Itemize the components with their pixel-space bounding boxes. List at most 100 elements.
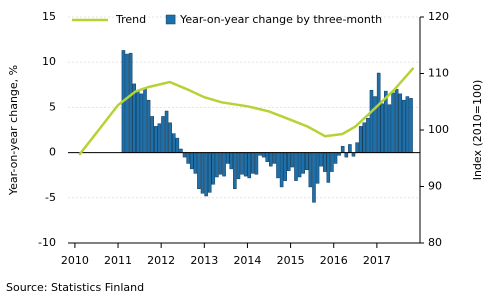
bar <box>164 110 169 153</box>
bar <box>204 152 208 197</box>
x-tick-label: 2015 <box>277 254 305 267</box>
bar <box>297 152 302 178</box>
bar <box>269 152 273 167</box>
bar <box>150 116 154 153</box>
bar <box>236 152 241 180</box>
bar <box>387 104 392 153</box>
bar <box>233 152 237 190</box>
x-tick-label: 2011 <box>104 254 132 267</box>
x-tick-label: 2012 <box>147 254 175 267</box>
bar <box>373 96 377 153</box>
bar <box>380 103 385 153</box>
bar <box>294 152 298 181</box>
bar <box>409 98 413 153</box>
bar <box>128 52 133 153</box>
bar <box>247 152 252 179</box>
y-tick-label: 5 <box>49 100 56 113</box>
bar <box>301 152 305 174</box>
bar <box>193 152 198 174</box>
source: Source: Statistics Finland <box>6 281 144 294</box>
y-tick-label: 10 <box>42 55 56 68</box>
bar <box>182 152 187 158</box>
x-tick-label: 2017 <box>363 254 391 267</box>
bar <box>279 152 284 188</box>
y2-tick-label: 80 <box>428 236 442 249</box>
y-tick-label: 15 <box>42 10 56 23</box>
y2-tick-label: 120 <box>428 10 449 23</box>
bar <box>189 152 194 170</box>
bar <box>265 152 269 162</box>
y-tick-label: -10 <box>38 236 56 249</box>
bar <box>312 152 316 203</box>
bar <box>168 122 172 153</box>
bar <box>215 152 219 178</box>
bar <box>225 152 230 164</box>
x-tick-label: 2016 <box>320 254 348 267</box>
bar <box>276 152 280 179</box>
bar <box>272 152 277 164</box>
bar <box>358 126 363 153</box>
bar <box>283 152 287 181</box>
bar <box>326 152 331 183</box>
bar <box>322 152 327 172</box>
bar <box>308 152 313 188</box>
bar <box>200 152 205 194</box>
bar <box>211 152 216 185</box>
bar <box>157 123 162 153</box>
bar <box>143 88 147 153</box>
bar <box>197 152 201 190</box>
bar <box>286 152 291 171</box>
bar <box>344 152 349 158</box>
bar <box>251 152 255 174</box>
bar <box>355 142 359 153</box>
y-tick-label: -5 <box>45 191 56 204</box>
x-tick-label: 2014 <box>233 254 261 267</box>
legend-label: Trend <box>115 13 146 26</box>
x-tick-label: 2013 <box>190 254 218 267</box>
bar <box>222 152 226 177</box>
y2-axis-label: Index (2010=100) <box>471 80 484 181</box>
bar <box>369 89 374 153</box>
bar <box>351 152 356 157</box>
y-tick-label: 0 <box>49 146 56 159</box>
bar <box>348 144 352 153</box>
bar <box>315 152 320 184</box>
bar <box>405 96 410 153</box>
bar <box>136 90 140 153</box>
bar <box>146 99 151 153</box>
y2-tick-label: 90 <box>428 180 442 193</box>
bar <box>261 152 266 158</box>
bar <box>398 93 403 153</box>
bar <box>161 116 165 153</box>
bar <box>362 122 367 153</box>
bar <box>330 152 334 172</box>
bar <box>240 152 244 175</box>
bar <box>340 146 345 153</box>
bar <box>175 137 180 153</box>
bar <box>229 152 234 170</box>
bar <box>154 126 158 153</box>
legend-swatch <box>165 14 176 25</box>
y2-tick-label: 100 <box>428 123 449 136</box>
bar <box>319 152 323 167</box>
bar <box>179 148 183 153</box>
bar <box>366 117 370 153</box>
y-axis-label: Year-on-year change, % <box>7 65 20 196</box>
bar <box>391 92 395 153</box>
bar <box>290 152 295 168</box>
x-tick-label: 2010 <box>61 254 89 267</box>
bar <box>304 152 309 171</box>
bar <box>139 93 144 153</box>
bar <box>186 152 190 164</box>
bar <box>207 152 212 193</box>
bar <box>171 133 176 153</box>
bar <box>125 53 129 153</box>
bar <box>394 89 399 153</box>
bar <box>243 152 248 177</box>
bar <box>254 152 259 175</box>
bar <box>333 152 338 164</box>
bar <box>218 152 223 175</box>
legend-label: Year-on-year change by three-month <box>179 13 382 26</box>
y2-tick-label: 110 <box>428 67 449 80</box>
